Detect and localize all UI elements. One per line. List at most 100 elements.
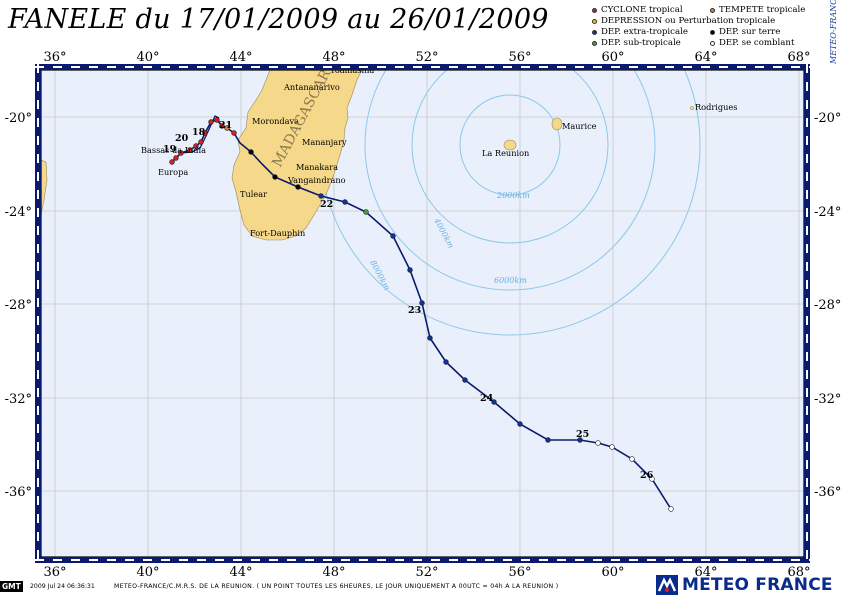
lat-label: -32°	[814, 392, 841, 407]
track-point	[629, 456, 635, 462]
track-point	[272, 174, 278, 180]
legend-label: DEP. extra-tropicale	[601, 27, 688, 37]
footnote: METEO-FRANCE/C.M.R.S. DE LA REUNION. ( U…	[114, 583, 559, 590]
day-label: 18	[192, 127, 206, 138]
track-point	[202, 130, 208, 136]
track-point	[231, 130, 237, 136]
legend-item: DEP. sub-tropicale	[592, 38, 681, 48]
lon-label: 44°	[229, 565, 252, 580]
day-label: 23	[408, 305, 421, 316]
legend-swatch	[710, 7, 715, 13]
la-reunion-island	[503, 139, 517, 151]
place-label: Maurice	[562, 121, 597, 131]
legend-swatch	[592, 7, 597, 13]
lon-label: 40°	[136, 50, 159, 65]
place-label: Tulear	[240, 189, 267, 199]
lon-label: 56°	[508, 565, 531, 580]
place-label: Mananjary	[302, 137, 347, 147]
lat-label: -28°	[814, 298, 841, 313]
lon-label: 52°	[415, 50, 438, 65]
logo-text: METEO FRANCE	[682, 575, 833, 595]
range-label: 6000km	[494, 276, 527, 285]
lon-label: 36°	[43, 565, 66, 580]
day-label: 19	[163, 144, 177, 155]
track-point	[169, 159, 175, 165]
track-point	[363, 209, 369, 215]
legend-swatch	[592, 29, 597, 35]
track-point	[342, 199, 348, 205]
lat-label: -28°	[5, 298, 32, 313]
lon-label: 48°	[322, 50, 345, 65]
legend-item: TEMPETE tropicale	[710, 5, 805, 15]
legend: CYCLONE tropical TEMPETE tropicale DEPRE…	[592, 2, 822, 52]
lon-label: 68°	[787, 50, 810, 65]
track-point	[491, 399, 497, 405]
track-point	[517, 421, 523, 427]
legend-label: DEPRESSION ou Perturbation tropicale	[601, 16, 776, 26]
track-point	[295, 184, 301, 190]
place-label: La Reunion	[482, 148, 530, 158]
lon-labels-bottom: 36° 40° 44° 48° 52° 56° 60° 64° 68°	[43, 565, 810, 580]
track-point	[427, 335, 433, 341]
day-label: 21	[219, 120, 232, 131]
legend-swatch	[592, 18, 597, 24]
legend-label: CYCLONE tropical	[601, 5, 683, 15]
place-label: Antananarivo	[283, 82, 340, 92]
map-title: FANELE du 17/01/2009 au 26/01/2009	[8, 4, 549, 35]
place-label: Europa	[158, 167, 188, 177]
lat-label: -20°	[814, 111, 841, 126]
lat-label: -32°	[5, 392, 32, 407]
legend-item: CYCLONE tropical	[592, 5, 683, 15]
legend-item: DEPRESSION ou Perturbation tropicale	[592, 16, 775, 26]
footer: GMT 2009 Jul 24 06:36:31 METEO-FRANCE/C.…	[0, 580, 842, 595]
lon-label: 56°	[508, 50, 531, 65]
logo-icon	[656, 575, 678, 595]
track-point	[318, 193, 324, 199]
place-label: Manakara	[296, 162, 338, 172]
legend-label: TEMPETE tropicale	[719, 5, 806, 15]
lon-label: 40°	[136, 565, 159, 580]
legend-swatch	[710, 40, 715, 46]
madagascar-land	[231, 70, 363, 241]
day-label: 24	[480, 393, 494, 404]
track-point	[649, 476, 655, 482]
track-points	[169, 117, 674, 512]
legend-item: DEP. sur terre	[710, 27, 780, 37]
track-point	[214, 117, 220, 123]
lat-labels-right: -20° -24° -28° -32° -36°	[814, 111, 841, 500]
lat-labels-left: -20° -24° -28° -32° -36°	[5, 111, 32, 500]
lat-label: -20°	[5, 111, 32, 126]
track-point	[219, 123, 225, 129]
lat-label: -36°	[5, 485, 32, 500]
day-label: 25	[576, 429, 589, 440]
lon-label: 60°	[601, 50, 624, 65]
lat-label: -36°	[814, 485, 841, 500]
day-label: 20	[175, 133, 189, 144]
track-point	[668, 506, 674, 512]
track-point	[248, 149, 254, 155]
lon-labels-top: 36° 40° 44° 48° 52° 56° 60° 64° 68°	[43, 50, 810, 65]
lon-label: 64°	[694, 565, 717, 580]
lon-label: 64°	[694, 50, 717, 65]
place-label: Fort-Dauphin	[250, 228, 306, 238]
track-point	[419, 300, 425, 306]
frame-border	[35, 64, 810, 563]
track-point	[208, 119, 214, 125]
lat-label: -24°	[5, 205, 32, 220]
track-point	[224, 125, 230, 131]
track-point	[187, 147, 193, 153]
place-label: Morondava	[252, 116, 299, 126]
side-credit: METEO-FRANCE	[829, 0, 838, 65]
track-point	[390, 233, 396, 239]
lon-label: 52°	[415, 565, 438, 580]
track-point	[577, 437, 583, 443]
legend-swatch	[710, 29, 715, 35]
place-label: Rodrigues	[695, 102, 737, 112]
track-point	[609, 444, 615, 450]
day-labels: 18 19 20 21 22 23 24 25 26	[163, 120, 654, 481]
frame-dashes	[35, 64, 810, 563]
place-label: Vangaindrano	[287, 175, 346, 185]
place-label: Bassas da India	[141, 145, 206, 155]
track-point	[595, 440, 601, 446]
